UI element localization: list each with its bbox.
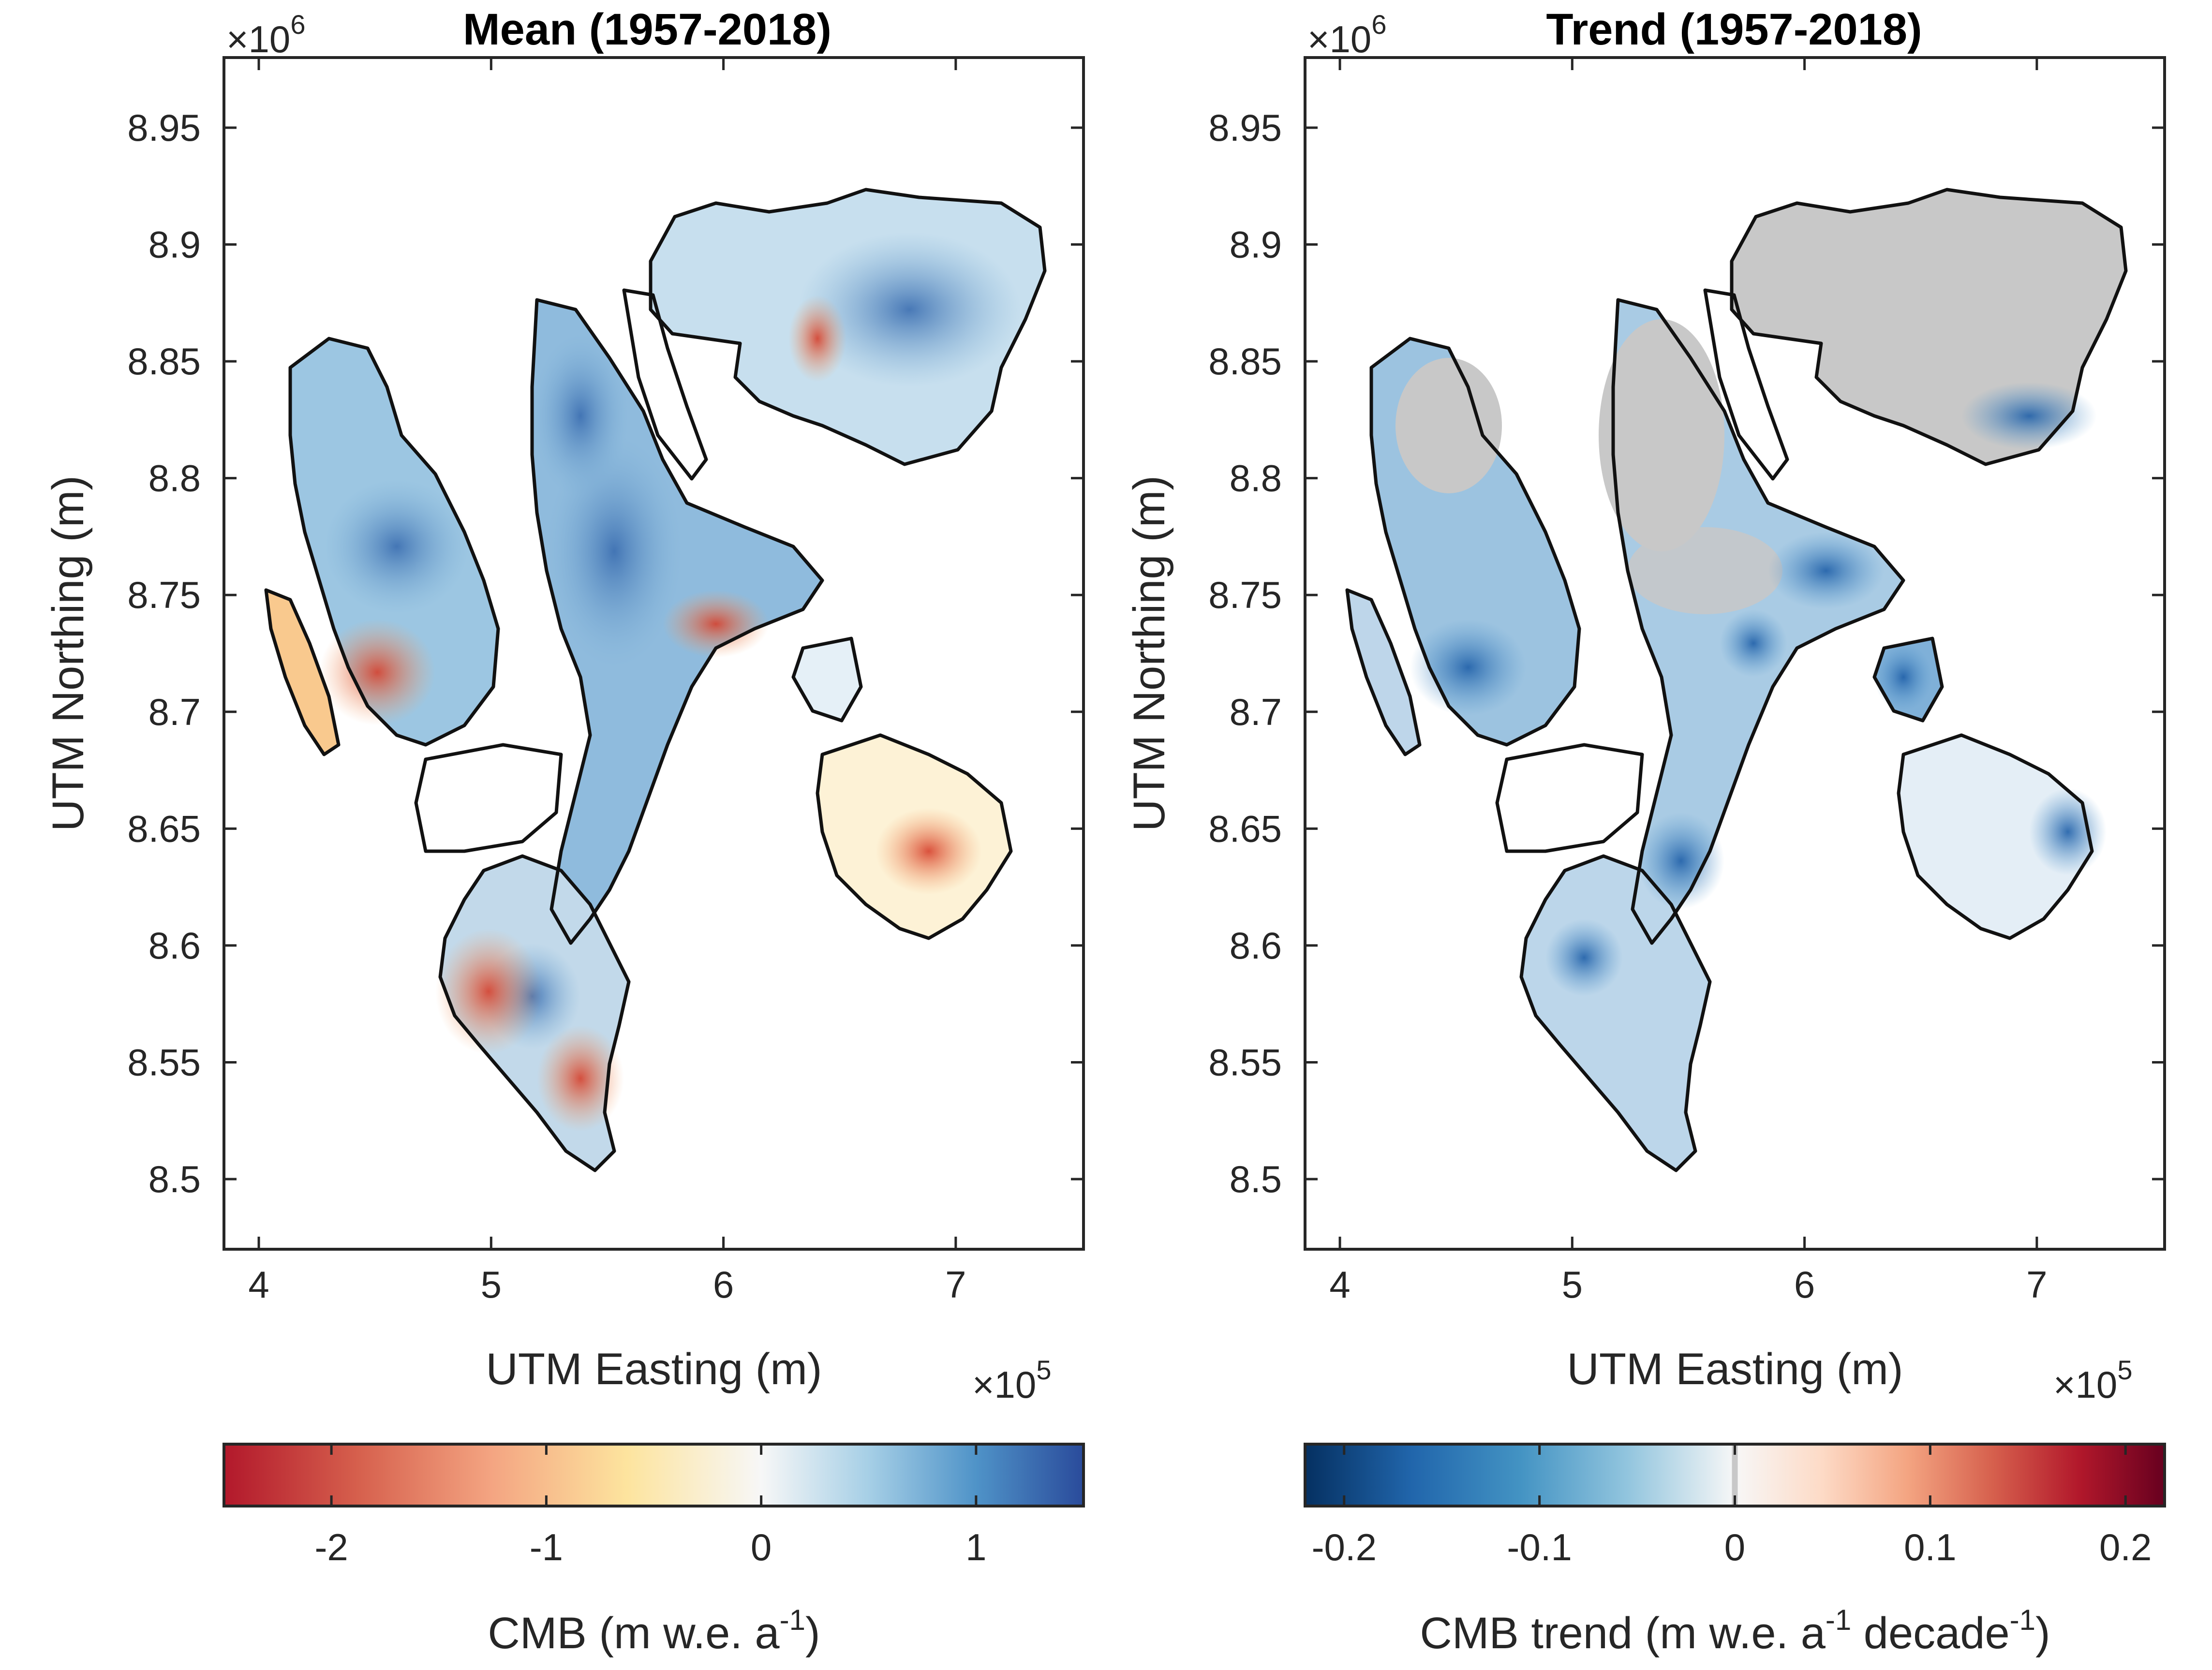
colorbar-tick-label: -2 — [314, 1526, 348, 1568]
mean-colorbar: -2 -1 0 1 CMB (m w.e. a-1) — [223, 1443, 1085, 1658]
x-tick-label: 5 — [1562, 1263, 1583, 1306]
mean-panel-title: Mean (1957-2018) — [463, 5, 831, 54]
colorbar-tick-label: -1 — [530, 1526, 563, 1568]
trend-y-exponent: ×106 — [1307, 9, 1386, 60]
y-tick-label: 8.6 — [1230, 924, 1282, 967]
y-tick-label: 8.5 — [1230, 1158, 1282, 1200]
y-tick-label: 8.65 — [127, 807, 201, 850]
trend-y-axis-label: UTM Northing (m) — [1125, 475, 1174, 831]
y-tick-label: 8.75 — [127, 574, 201, 616]
trend-panel-title: Trend (1957-2018) — [1546, 5, 1922, 54]
mean-axes-frame — [223, 56, 1085, 1251]
y-tick-label: 8.6 — [148, 924, 201, 967]
x-tick-label: 7 — [945, 1263, 966, 1306]
trend-colorbar-insignificant-band — [1732, 1444, 1738, 1506]
colorbar-tick-label: -0.1 — [1507, 1526, 1572, 1568]
x-tick-label: 6 — [713, 1263, 734, 1306]
trend-glacier-fill — [1347, 190, 2126, 1170]
trend-colorbar-label: CMB trend (m w.e. a-1 decade-1) — [1420, 1604, 2050, 1658]
colorbar-tick-label: 0.1 — [1904, 1526, 1956, 1568]
mean-colorbar-frame — [223, 1443, 1085, 1507]
colorbar-tick-label: -0.2 — [1312, 1526, 1377, 1568]
y-tick-label: 8.55 — [127, 1041, 201, 1083]
y-tick-label: 8.7 — [1230, 691, 1282, 733]
trend-x-axis-label: UTM Easting (m) — [1567, 1345, 1903, 1394]
colorbar-tick-label: 0 — [1724, 1526, 1745, 1568]
mean-map — [264, 188, 1047, 1172]
mean-glacier-fill — [266, 190, 1045, 1170]
x-tick-label: 7 — [2026, 1263, 2047, 1306]
y-tick-label: 8.85 — [1208, 340, 1282, 383]
mean-colorbar-ramp — [224, 1444, 1084, 1506]
trend-colorbar: -0.2 -0.1 0 0.1 0.2 CMB trend (m w.e. a-1 de… — [1304, 1443, 2166, 1658]
y-tick-label: 8.65 — [1208, 807, 1282, 850]
x-tick-label: 4 — [1329, 1263, 1350, 1306]
y-tick-label: 8.9 — [148, 223, 201, 266]
y-tick-label: 8.85 — [127, 340, 201, 383]
y-tick-label: 8.7 — [148, 691, 201, 733]
mean-ticks: 4 5 6 7 8.5 8.55 8.6 8.65 8.7 8.75 8.8 8.85 8.9 8.95 — [127, 58, 1084, 1306]
trend-panel: Trend (1957-2018) ×106 — [1125, 5, 2166, 1658]
trend-ticks: 4 5 6 7 8.5 8.55 8.6 8.65 8.7 8.75 8.8 8.85 8.9 8.95 — [1208, 58, 2165, 1306]
mean-y-axis-label: UTM Northing (m) — [44, 475, 93, 831]
y-tick-label: 8.5 — [148, 1158, 201, 1200]
mean-x-exponent: ×105 — [972, 1355, 1051, 1406]
trend-colorbar-ticks: -0.2 -0.1 0 0.1 0.2 — [1312, 1444, 2152, 1568]
x-tick-label: 5 — [481, 1263, 502, 1306]
y-tick-label: 8.95 — [1208, 106, 1282, 149]
y-tick-label: 8.9 — [1230, 223, 1282, 266]
x-tick-label: 4 — [248, 1263, 269, 1306]
mean-x-axis-label: UTM Easting (m) — [486, 1345, 822, 1394]
trend-map — [1345, 188, 2128, 1172]
mean-colorbar-ticks: -2 -1 0 1 — [314, 1444, 987, 1568]
y-tick-label: 8.75 — [1208, 574, 1282, 616]
y-tick-label: 8.8 — [148, 457, 201, 500]
x-tick-label: 6 — [1794, 1263, 1815, 1306]
trend-axes-frame — [1304, 56, 2166, 1251]
colorbar-tick-label: 0.2 — [2099, 1526, 2152, 1568]
trend-coastline — [1345, 188, 2128, 1172]
mean-panel: Mean (1957-2018) ×106 — [44, 5, 1085, 1658]
mean-coastline — [264, 188, 1047, 1172]
trend-x-exponent: ×105 — [2053, 1355, 2132, 1406]
y-tick-label: 8.55 — [1208, 1041, 1282, 1083]
y-tick-label: 8.95 — [127, 106, 201, 149]
colorbar-tick-label: 1 — [965, 1526, 986, 1568]
colorbar-tick-label: 0 — [751, 1526, 772, 1568]
mean-colorbar-label: CMB (m w.e. a-1) — [488, 1604, 820, 1658]
y-tick-label: 8.8 — [1230, 457, 1282, 500]
mean-y-exponent: ×106 — [226, 9, 305, 60]
